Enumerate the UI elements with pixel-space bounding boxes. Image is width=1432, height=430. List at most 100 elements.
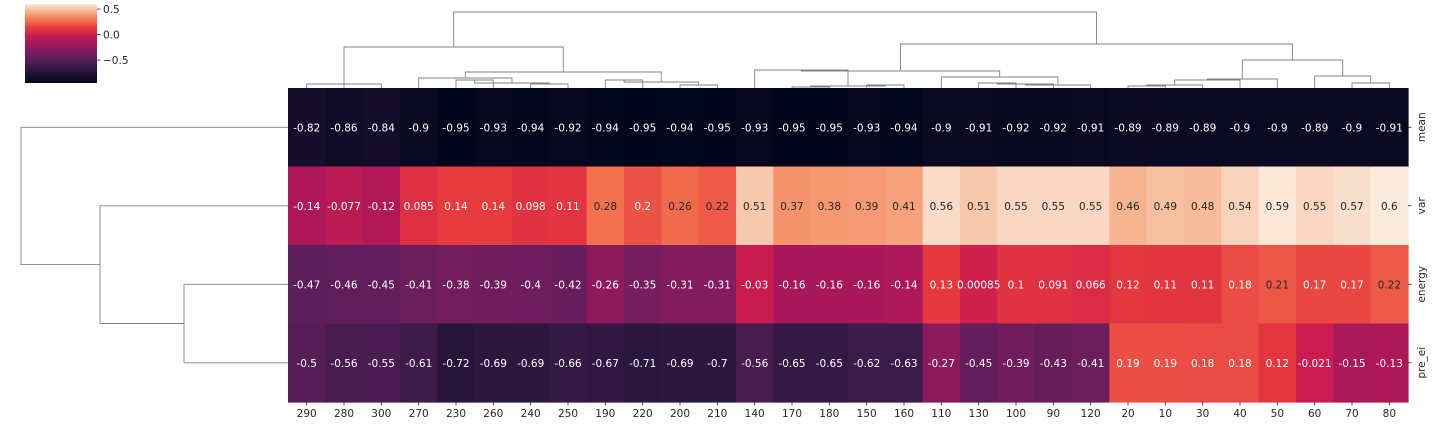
heatmap-cell — [325, 166, 364, 246]
cell-value-label: 0.11 — [1191, 279, 1214, 291]
heatmap-cell — [624, 166, 662, 246]
x-tick-label: 130 — [969, 408, 989, 420]
heatmap-cell — [810, 88, 849, 168]
cell-value-label: 0.12 — [1266, 358, 1289, 370]
cell-value-label: -0.94 — [592, 122, 619, 134]
column-dendrogram-link — [464, 71, 662, 82]
x-tick-label: 230 — [446, 408, 466, 420]
heatmap-cell — [1146, 88, 1185, 168]
heatmap-cell — [698, 88, 737, 168]
heatmap-cell — [1034, 166, 1073, 246]
x-tick-label: 270 — [409, 408, 429, 420]
cell-value-label: -0.35 — [629, 279, 656, 291]
x-tick-label: 120 — [1081, 408, 1101, 420]
heatmap-cell — [1333, 323, 1372, 403]
column-dendrogram-link — [679, 84, 718, 88]
x-tick-label: 60 — [1308, 408, 1321, 420]
heatmap-cell — [661, 323, 700, 403]
cell-value-label: 0.26 — [668, 201, 692, 213]
heatmap-cell — [586, 166, 625, 246]
heatmap-cell — [1221, 88, 1260, 168]
heatmap-cell — [848, 88, 886, 168]
heatmap-cell — [1146, 166, 1185, 246]
heatmap-cell — [885, 88, 924, 168]
heatmap-cell — [960, 323, 998, 403]
x-tick-label: 110 — [931, 408, 951, 420]
cell-value-label: 0.17 — [1303, 279, 1326, 291]
column-dendrogram-link — [530, 83, 569, 88]
x-tick-label: 140 — [745, 408, 765, 420]
cell-value-label: 0.55 — [1303, 201, 1326, 213]
heatmap-cell — [512, 323, 550, 403]
heatmap-cell — [960, 88, 998, 168]
cell-value-label: 0.57 — [1340, 201, 1363, 213]
cell-value-label: -0.13 — [1376, 358, 1403, 370]
colorbar: 0.5 0.0 −0.5 — [25, 4, 129, 83]
cell-value-label: -0.26 — [592, 279, 619, 291]
heatmap-cell — [474, 245, 513, 325]
x-tick-label: 50 — [1271, 408, 1284, 420]
heatmap-cell — [1184, 323, 1222, 403]
x-tick-label: 210 — [707, 408, 727, 420]
heatmap-cell — [1146, 245, 1185, 325]
cell-value-label: -0.92 — [554, 122, 581, 134]
heatmap-cell — [325, 245, 364, 325]
heatmap-cell — [549, 166, 588, 246]
column-dendrogram-link — [900, 43, 1293, 71]
cell-value-label: -0.03 — [741, 279, 768, 291]
heatmap-cell — [512, 88, 550, 168]
cell-value-label: -0.86 — [330, 122, 357, 134]
heatmap-cell — [288, 166, 326, 246]
heatmap-cell — [1296, 323, 1334, 403]
y-tick-label: energy — [1416, 266, 1428, 303]
cell-value-label: 0.11 — [1154, 279, 1177, 291]
cell-value-label: 0.41 — [892, 201, 915, 213]
cell-value-label: -0.41 — [405, 279, 432, 291]
x-tick-label: 170 — [782, 408, 802, 420]
heatmap-cell — [1109, 245, 1148, 325]
heatmap-cell — [698, 245, 737, 325]
heatmap-cell — [624, 88, 662, 168]
cell-value-label: 0.49 — [1154, 201, 1177, 213]
heatmap-cell — [810, 245, 849, 325]
x-tick-label: 220 — [633, 408, 653, 420]
cell-value-label: -0.5 — [296, 358, 317, 370]
heatmap-cell — [549, 88, 588, 168]
cell-value-label: -0.67 — [592, 358, 619, 370]
cell-value-label: 0.12 — [1116, 279, 1139, 291]
heatmap-cell — [661, 245, 700, 325]
x-tick-label: 240 — [521, 408, 541, 420]
cell-value-label: -0.93 — [741, 122, 768, 134]
cell-value-label: 0.2 — [634, 201, 651, 213]
cell-value-label: -0.14 — [293, 201, 320, 213]
heatmap-cell — [549, 245, 588, 325]
heatmap-cell — [437, 323, 476, 403]
row-dendrogram-link — [183, 283, 288, 364]
heatmap-cell — [997, 88, 1036, 168]
heatmap-cell — [474, 323, 513, 403]
heatmap-cell — [586, 245, 625, 325]
cell-value-label: 0.18 — [1191, 358, 1214, 370]
x-tick-label: 30 — [1196, 408, 1209, 420]
colorbar-tick-label: 0.5 — [103, 4, 120, 16]
column-dendrogram-link — [1351, 82, 1390, 88]
heatmap-cell — [1109, 323, 1148, 403]
column-dendrogram-link — [940, 76, 1059, 88]
cell-value-label: 0.085 — [404, 201, 434, 213]
column-dendrogram-link — [996, 83, 1054, 88]
heatmap-cell — [997, 323, 1036, 403]
cell-value-label: 0.38 — [818, 201, 841, 213]
x-tick-label: 90 — [1047, 408, 1060, 420]
cell-value-label: -0.45 — [368, 279, 395, 291]
heatmap-cell — [885, 245, 924, 325]
heatmap-cell — [400, 245, 438, 325]
cell-value-label: 0.39 — [855, 201, 878, 213]
cell-value-label: 0.51 — [743, 201, 766, 213]
cell-value-label: -0.95 — [629, 122, 656, 134]
heatmap-cell — [1370, 88, 1409, 168]
heatmap-cell — [1370, 323, 1409, 403]
heatmap-cell — [997, 245, 1036, 325]
heatmap-cell — [362, 323, 401, 403]
x-tick-label: 80 — [1383, 408, 1396, 420]
